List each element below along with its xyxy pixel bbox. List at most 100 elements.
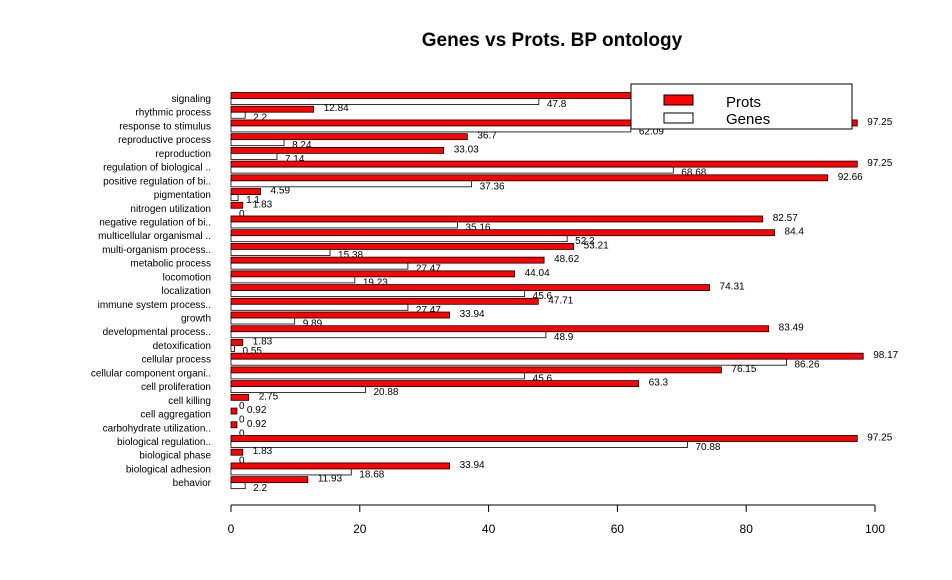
category-label: immune system process.. xyxy=(98,300,211,311)
value-label-prots: 1.83 xyxy=(253,446,273,457)
category-label: growth xyxy=(181,314,211,325)
bar-genes xyxy=(230,139,285,147)
bar-prots xyxy=(230,435,858,442)
bar-prots xyxy=(230,105,315,113)
legend-swatch-genes xyxy=(663,112,694,124)
bar-prots xyxy=(230,352,864,360)
value-label-prots: 92.66 xyxy=(838,172,863,183)
bar-prots xyxy=(230,201,244,209)
category-label: biological adhesion xyxy=(126,464,211,475)
bar-prots xyxy=(230,311,450,319)
bar-prots xyxy=(230,243,575,250)
category-label: cellular process xyxy=(142,355,211,366)
value-label-genes: 2.2 xyxy=(253,483,267,494)
bar-genes xyxy=(230,386,366,394)
category-label: locomotion xyxy=(163,272,211,283)
value-label-prots: 11.93 xyxy=(318,474,343,485)
bar-genes xyxy=(230,111,246,119)
bar-prots xyxy=(230,325,770,333)
value-label-genes: 27.47 xyxy=(416,305,441,316)
value-label-prots: 0.92 xyxy=(247,419,267,430)
value-label-genes: 70.88 xyxy=(695,442,720,453)
value-label-prots: 48.62 xyxy=(554,254,579,265)
bar-prots xyxy=(230,174,829,182)
value-label-prots: 76.15 xyxy=(731,364,756,375)
value-label-genes: 45.6 xyxy=(533,291,553,302)
value-label-genes: 45.6 xyxy=(533,373,553,384)
value-label-prots: 0.92 xyxy=(247,405,267,416)
category-label: biological phase xyxy=(139,451,211,462)
bar-genes xyxy=(230,441,688,448)
value-label-prots: 33.94 xyxy=(460,460,485,471)
category-label: cellular component organi.. xyxy=(91,368,211,379)
bar-genes xyxy=(230,345,235,352)
value-label-prots: 47.71 xyxy=(548,295,573,306)
bar-prots xyxy=(230,284,710,291)
value-label-prots: 83.49 xyxy=(779,323,804,334)
x-tick-label: 80 xyxy=(740,522,754,536)
bar-prots xyxy=(230,256,545,264)
bar-prots xyxy=(230,215,764,223)
bar-prots xyxy=(230,229,775,237)
chart-title: Genes vs Prots. BP ontology xyxy=(422,30,683,51)
category-label: carbohydrate utilization.. xyxy=(103,423,211,434)
bar-genes xyxy=(230,317,296,325)
value-label-genes: 37.36 xyxy=(480,181,505,192)
bar-prots xyxy=(230,476,309,484)
x-tick-label: 20 xyxy=(353,522,367,536)
value-label-genes: 7.14 xyxy=(285,154,305,165)
bar-genes xyxy=(230,249,331,256)
bar-genes xyxy=(230,262,409,270)
category-label: rhythmic process xyxy=(135,108,211,119)
category-label: multi-organism process.. xyxy=(102,245,211,256)
value-label-prots: 84.4 xyxy=(785,227,805,238)
bar-prots xyxy=(230,270,516,278)
x-tick-label: 100 xyxy=(865,522,885,536)
legend-label-genes: Genes xyxy=(726,111,770,128)
bar-genes xyxy=(230,331,547,339)
bar-prots xyxy=(230,393,250,401)
bar-genes xyxy=(230,482,246,490)
bar-prots xyxy=(230,339,244,346)
category-label: detoxification xyxy=(153,341,211,352)
legend-label-prots: Prots xyxy=(726,94,761,111)
value-label-genes: 47.8 xyxy=(547,99,567,110)
category-label: localization xyxy=(162,286,211,297)
value-label-genes: 27.47 xyxy=(416,264,441,275)
category-label: pigmentation xyxy=(154,190,211,201)
value-label-genes: 9.89 xyxy=(303,319,323,330)
value-label-genes: 0 xyxy=(239,428,245,439)
category-label: signaling xyxy=(172,94,211,105)
bar-genes xyxy=(230,235,568,243)
category-label: reproductive process xyxy=(118,135,211,146)
bar-genes xyxy=(230,303,409,311)
category-label: nitrogen utilization xyxy=(130,204,211,215)
bar-prots xyxy=(230,188,261,195)
value-label-genes: 68.68 xyxy=(681,168,706,179)
category-label: developmental process.. xyxy=(103,327,211,338)
value-label-genes: 0 xyxy=(239,401,245,412)
bar-prots xyxy=(230,462,450,470)
value-label-prots: 97.25 xyxy=(867,433,892,444)
value-label-prots: 12.84 xyxy=(324,103,349,114)
legend: Prots Genes xyxy=(630,83,853,130)
value-label-prots: 82.57 xyxy=(773,213,798,224)
value-label-genes: 8.24 xyxy=(292,140,312,151)
value-label-prots: 33.94 xyxy=(460,309,485,320)
value-label-prots: 36.7 xyxy=(477,131,497,142)
value-label-prots: 44.04 xyxy=(525,268,550,279)
value-label-genes: 18.68 xyxy=(359,469,384,480)
value-label-prots: 97.25 xyxy=(867,117,892,128)
bar-prots xyxy=(230,297,539,305)
category-label: behavior xyxy=(173,478,212,489)
value-label-genes: 0 xyxy=(239,415,245,426)
category-label: biological regulation.. xyxy=(117,437,211,448)
value-label-genes: 48.9 xyxy=(554,332,574,343)
bar-genes xyxy=(230,358,787,366)
bar-genes xyxy=(230,290,526,297)
value-label-genes: 0 xyxy=(239,456,245,467)
bar-genes xyxy=(230,372,526,380)
bar-prots xyxy=(230,366,722,374)
value-label-genes: 52.2 xyxy=(575,236,595,247)
